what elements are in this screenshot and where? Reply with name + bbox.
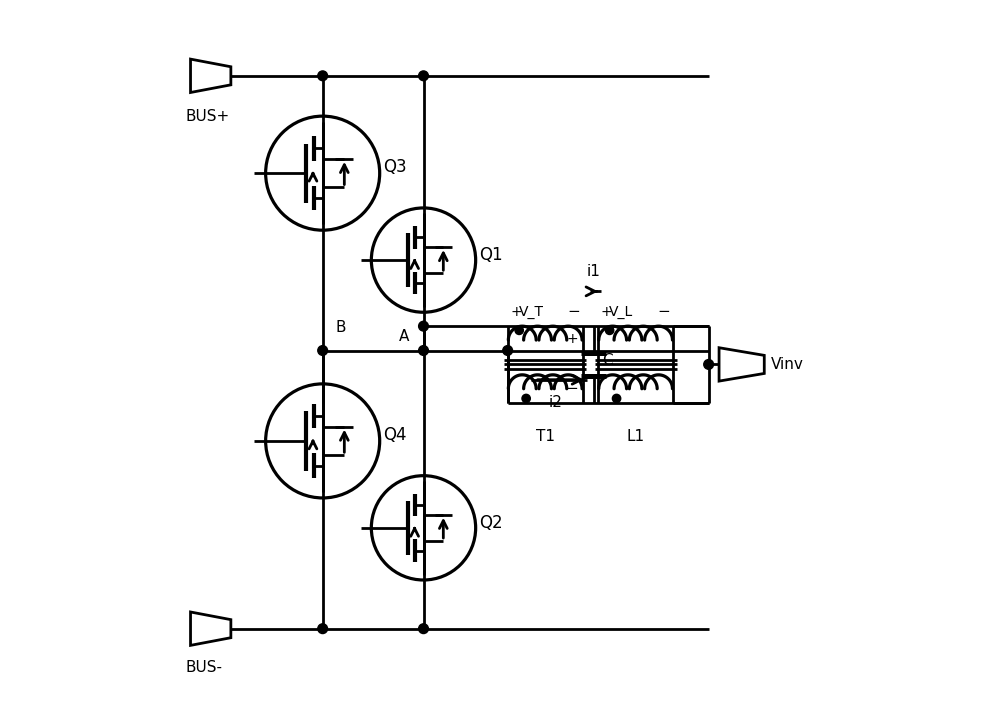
Circle shape xyxy=(503,346,513,355)
Circle shape xyxy=(318,71,328,81)
Text: +: + xyxy=(601,305,612,319)
Text: Q1: Q1 xyxy=(479,246,503,264)
Circle shape xyxy=(419,624,428,634)
Circle shape xyxy=(704,360,714,369)
Circle shape xyxy=(419,71,428,81)
Text: i1: i1 xyxy=(586,264,600,279)
Text: V_L: V_L xyxy=(609,305,633,319)
Circle shape xyxy=(318,346,328,355)
Text: Vinv: Vinv xyxy=(771,357,804,372)
Circle shape xyxy=(612,395,621,402)
Text: BUS-: BUS- xyxy=(186,660,223,675)
Text: −: − xyxy=(658,304,670,319)
Text: BUS+: BUS+ xyxy=(186,109,230,124)
Text: +: + xyxy=(566,332,578,346)
Text: −: − xyxy=(567,304,580,319)
Text: i2: i2 xyxy=(549,395,563,410)
Text: B: B xyxy=(335,320,346,335)
Text: T1: T1 xyxy=(536,429,555,444)
Text: Q4: Q4 xyxy=(383,426,407,444)
Circle shape xyxy=(605,326,614,334)
Text: −: − xyxy=(565,381,578,396)
Circle shape xyxy=(419,346,428,355)
Circle shape xyxy=(515,326,523,334)
Text: Q3: Q3 xyxy=(383,158,407,177)
Circle shape xyxy=(419,321,428,331)
Circle shape xyxy=(318,624,328,634)
Text: V_T: V_T xyxy=(519,305,544,319)
Text: A: A xyxy=(399,329,410,343)
Circle shape xyxy=(522,395,530,402)
Text: C: C xyxy=(602,353,613,369)
Text: L1: L1 xyxy=(627,429,645,444)
Text: Q2: Q2 xyxy=(479,514,503,531)
Text: +: + xyxy=(510,305,522,319)
